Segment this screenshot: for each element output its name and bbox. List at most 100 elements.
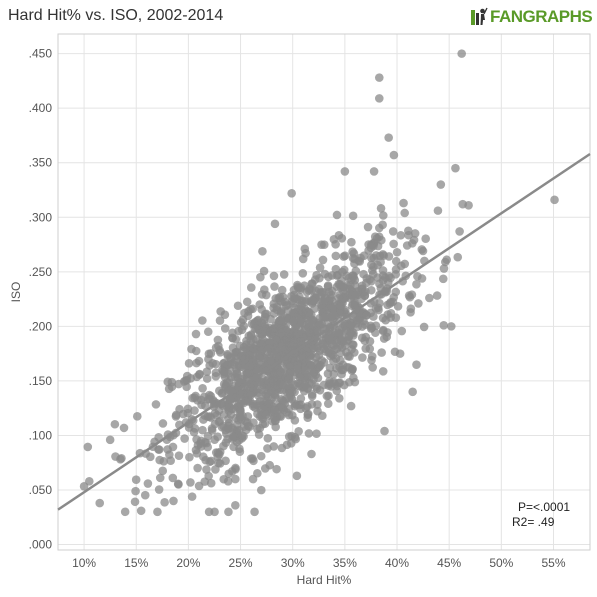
data-point — [259, 327, 269, 336]
data-point — [243, 311, 253, 321]
data-point — [361, 287, 370, 296]
data-point — [277, 285, 287, 295]
data-point — [323, 399, 333, 408]
data-point — [198, 316, 207, 325]
data-point — [207, 426, 217, 435]
data-point — [248, 335, 258, 344]
data-point — [414, 299, 423, 308]
data-point — [384, 133, 393, 142]
data-point — [299, 386, 309, 396]
data-point — [320, 294, 329, 304]
data-point — [407, 290, 417, 299]
x-tick-label: 40% — [385, 556, 409, 570]
data-point — [84, 476, 94, 486]
data-point — [245, 422, 254, 432]
data-point — [257, 385, 266, 395]
data-point — [304, 286, 314, 295]
data-point — [325, 379, 334, 388]
data-point — [269, 271, 279, 281]
data-point — [262, 309, 271, 319]
data-point — [184, 359, 194, 368]
data-point — [391, 256, 401, 266]
data-point — [202, 374, 212, 383]
data-point — [238, 431, 247, 440]
data-point — [294, 304, 303, 314]
y-tick-label: .100 — [29, 428, 53, 442]
data-point — [185, 452, 194, 462]
x-axis-label: Hard Hit% — [297, 573, 352, 587]
data-point — [287, 291, 296, 301]
data-point — [366, 243, 376, 253]
data-point — [221, 438, 231, 448]
data-point — [393, 301, 403, 311]
fangraphs-logo[interactable]: FANGRAPHS — [470, 6, 593, 28]
data-point — [455, 227, 464, 236]
data-point — [196, 442, 206, 451]
data-point — [237, 325, 247, 335]
data-point — [287, 188, 296, 198]
data-point — [305, 327, 314, 337]
data-point — [279, 270, 289, 279]
data-point — [224, 378, 234, 387]
x-tick-label: 30% — [281, 556, 305, 570]
x-tick-label: 15% — [124, 556, 148, 570]
data-point — [378, 266, 388, 275]
data-point — [231, 463, 240, 473]
data-point — [242, 297, 252, 307]
data-point — [319, 240, 329, 249]
data-point — [404, 230, 413, 240]
data-point — [263, 433, 273, 443]
data-point — [400, 208, 409, 218]
data-point — [399, 198, 408, 208]
y-tick-label: .450 — [29, 47, 53, 61]
data-point — [376, 204, 386, 213]
data-point — [265, 378, 275, 387]
data-point — [240, 354, 250, 364]
data-point — [296, 394, 306, 403]
data-point — [446, 322, 456, 331]
data-point — [348, 340, 357, 349]
data-point — [246, 454, 256, 463]
data-point — [307, 391, 317, 401]
data-point — [136, 506, 146, 516]
data-point — [348, 247, 357, 257]
data-point — [132, 412, 142, 421]
data-point — [215, 447, 225, 457]
data-point — [158, 419, 168, 428]
data-point — [256, 451, 266, 461]
data-point — [169, 496, 178, 506]
data-point — [182, 382, 191, 392]
data-point — [279, 380, 288, 390]
data-point — [255, 300, 265, 309]
data-point — [131, 475, 141, 485]
data-point — [296, 283, 306, 293]
data-point — [363, 222, 373, 232]
data-point — [205, 412, 215, 421]
data-point — [245, 368, 254, 378]
data-point — [374, 73, 384, 82]
data-point — [374, 94, 384, 103]
data-point — [130, 497, 140, 507]
data-point — [378, 211, 388, 220]
data-point — [269, 324, 279, 333]
data-point — [324, 391, 333, 401]
data-point — [337, 343, 347, 352]
data-point — [224, 418, 234, 428]
data-point — [366, 321, 375, 331]
data-point — [373, 241, 383, 251]
plot-area — [57, 33, 591, 551]
fangraphs-logo-text: FANGRAPHS — [490, 7, 593, 26]
data-point — [371, 251, 381, 260]
data-point — [296, 337, 305, 346]
y-tick-label: .300 — [29, 210, 53, 224]
data-point — [250, 507, 259, 517]
data-point — [263, 444, 272, 453]
data-point — [262, 402, 272, 412]
x-tick-label: 35% — [333, 556, 357, 570]
data-point — [199, 415, 208, 424]
data-point — [441, 257, 450, 267]
data-point — [163, 445, 172, 454]
data-point — [335, 302, 345, 312]
data-point — [383, 278, 393, 287]
